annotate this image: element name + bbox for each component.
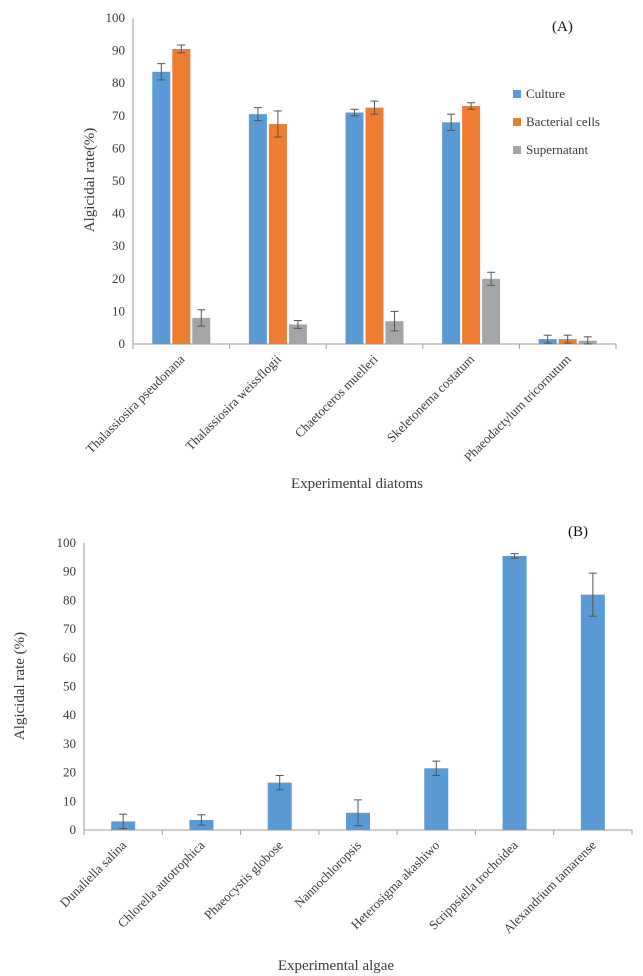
b-ytick-9: 90 (63, 564, 76, 579)
a-error-bar-2-2 (390, 310, 399, 332)
legend-swatch-supernatant (513, 146, 521, 154)
a-error-bar-1-3 (467, 102, 476, 110)
a-error-bar-2-4 (583, 336, 592, 345)
b-error-bar-0-6 (588, 572, 597, 617)
b-bar-s0-4 (424, 768, 449, 830)
a-bar-culture-1 (248, 114, 267, 344)
a-ytick-9: 90 (112, 43, 125, 58)
b-ytick-1: 10 (63, 793, 76, 808)
a-bar-culture-0 (152, 71, 171, 344)
panel-a-xlabel: Experimental diatoms (291, 476, 423, 492)
a-xtick-label-3: Skeletonema costatum (384, 352, 478, 446)
a-error-bar-0-3 (447, 113, 456, 131)
a-error-bar-2-0 (197, 309, 206, 327)
a-ytick-1: 10 (112, 303, 125, 318)
panel-a-ylabel: Algicidal rate(%) (82, 128, 98, 233)
a-error-bar-0-0 (157, 63, 166, 81)
a-bar-bacterial-cells-2 (365, 107, 384, 345)
a-ytick-10: 100 (106, 10, 126, 25)
a-ytick-4: 40 (112, 206, 125, 221)
a-ytick-5: 50 (112, 173, 125, 188)
a-bar-culture-2 (345, 112, 364, 344)
panel-b-xlabel: Experimental algae (278, 958, 395, 974)
a-error-bar-0-4 (543, 334, 552, 344)
a-bar-supernatant-0 (192, 317, 211, 344)
a-ytick-7: 70 (112, 108, 125, 123)
legend-label-supernatant: Supernatant (526, 142, 588, 157)
a-bar-supernatant-3 (482, 278, 501, 344)
a-ytick-8: 80 (112, 75, 125, 90)
a-ytick-6: 60 (112, 140, 125, 155)
b-error-bar-0-4 (432, 760, 441, 776)
legend-label-culture: Culture (526, 86, 565, 101)
b-error-bar-0-1 (197, 814, 206, 826)
a-bar-bacterial-cells-1 (268, 123, 287, 344)
a-bar-culture-3 (442, 122, 461, 344)
b-xtick-label-0: Dunaliella salina (57, 837, 130, 910)
a-bar-bacterial-cells-3 (462, 106, 481, 345)
a-xtick-label-4: Phaeodactylum tricornutum (461, 352, 574, 465)
panel-a-label: (A) (552, 19, 573, 35)
b-ytick-5: 50 (63, 679, 76, 694)
b-xtick-label-2: Phaeocystis globose (201, 837, 286, 922)
b-ytick-8: 80 (63, 592, 76, 607)
a-error-bar-1-0 (177, 44, 186, 54)
legend-swatch-culture (513, 90, 521, 98)
b-xtick-label-1: Chlorella autotrophica (114, 837, 207, 930)
b-error-bar-0-3 (354, 799, 362, 827)
a-ytick-2: 20 (112, 271, 125, 286)
a-bar-supernatant-1 (288, 324, 307, 344)
a-bar-supernatant-2 (385, 321, 404, 344)
a-error-bar-0-2 (350, 108, 359, 117)
b-ytick-6: 60 (63, 650, 76, 665)
a-xtick-label-1: Thalassiosira weissflogii (182, 351, 284, 453)
panel-b-ylabel: Algicidal rate (%) (12, 632, 28, 740)
a-error-bar-2-1 (293, 320, 302, 329)
panel-b-label: (B) (568, 524, 588, 540)
panel-a-plot: 0 10 20 30 40 50 60 70 80 90 100 Thalassiosira pseu… (83, 10, 617, 465)
a-error-bar-1-1 (273, 110, 282, 138)
panel-b-plot: 0 10 20 30 40 50 60 70 80 90 100 Dunaliella salinaC… (57, 535, 633, 936)
a-error-bar-1-4 (563, 334, 572, 344)
b-ytick-2: 20 (63, 765, 76, 780)
a-error-bar-1-2 (370, 100, 379, 115)
a-ytick-0: 0 (119, 336, 126, 351)
legend-label-bacterial-cells: Bacterial cells (526, 114, 600, 129)
b-ytick-7: 70 (63, 621, 76, 636)
b-error-bar-0-0 (119, 813, 128, 830)
b-ytick-0: 0 (70, 822, 77, 837)
a-xtick-label-0: Thalassiosira pseudonana (83, 351, 188, 456)
a-error-bar-2-3 (487, 271, 496, 286)
b-ytick-3: 30 (63, 736, 76, 751)
b-bar-s0-5 (502, 555, 527, 830)
b-xtick-label-3: Nannochloropsis (291, 838, 364, 911)
b-ytick-10: 100 (57, 535, 77, 550)
legend-swatch-bacterial-cells (513, 118, 521, 126)
b-ytick-4: 40 (63, 707, 76, 722)
b-bar-s0-2 (267, 782, 292, 830)
b-bar-s0-6 (580, 594, 605, 830)
a-error-bar-0-1 (253, 107, 262, 122)
a-bar-bacterial-cells-0 (172, 48, 191, 344)
a-xtick-label-2: Chaetoceros muelleri (292, 351, 381, 440)
b-xtick-label-4: Heterosigma akashiwo (348, 838, 443, 933)
b-error-bar-0-5 (510, 553, 519, 559)
a-ytick-3: 30 (112, 238, 125, 253)
b-error-bar-0-2 (275, 774, 284, 791)
